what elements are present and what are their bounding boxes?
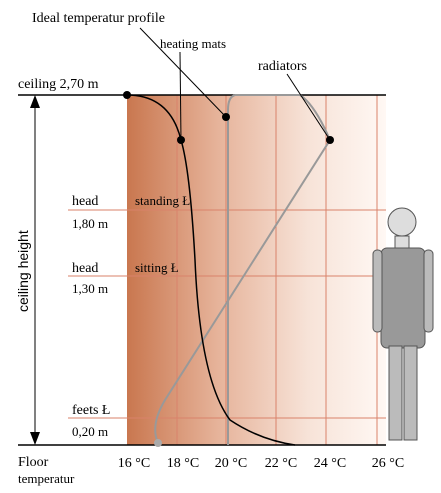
label: radiators [258,59,307,74]
label: Floor [18,455,49,470]
label: heating mats [160,36,226,51]
tick-label: 26 °C [372,456,404,471]
label: 0,20 m [72,424,108,439]
label: feets Ł [72,403,110,418]
label: standing Ł [135,193,190,208]
tick-label: 16 °C [118,456,150,471]
label: head [72,194,98,209]
label: temperatur [18,471,75,486]
label: sitting Ł [135,260,179,275]
title: Ideal temperatur profile [32,11,165,26]
label: 1,80 m [72,216,108,231]
tick-label: 22 °C [265,456,297,471]
label: ceiling 2,70 m [18,77,99,92]
tick-label: 24 °C [314,456,346,471]
tick-label: 20 °C [215,456,247,471]
diagram: Ideal temperatur profile heating mats ra… [0,0,441,488]
label: ceiling height [15,230,31,312]
label: 1,30 m [72,281,108,296]
tick-label: 18 °C [167,456,199,471]
label: head [72,261,98,276]
